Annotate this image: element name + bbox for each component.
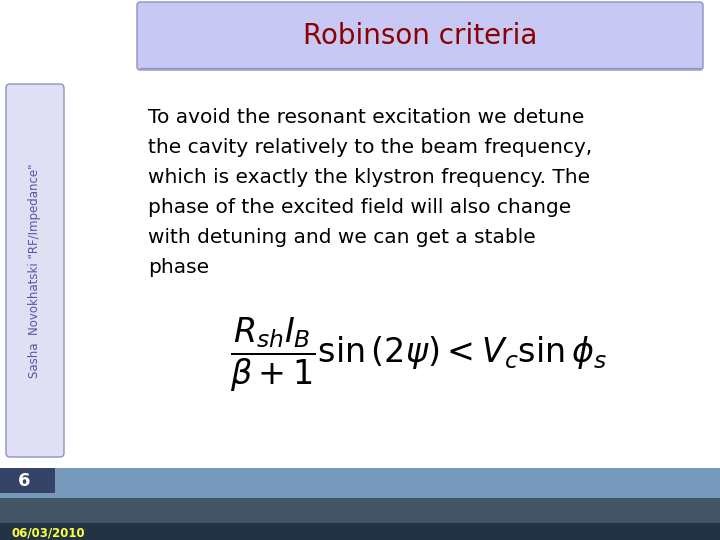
Text: with detuning and we can get a stable: with detuning and we can get a stable <box>148 228 536 247</box>
Bar <box>0 523 720 540</box>
Bar <box>0 468 720 498</box>
Text: Robinson criteria: Robinson criteria <box>303 22 537 50</box>
Bar <box>0 498 720 523</box>
Text: 6: 6 <box>18 472 30 490</box>
Text: $\dfrac{R_{sh}I_B}{\beta+1}\sin\left(2\psi\right) < V_c \sin\phi_s$: $\dfrac{R_{sh}I_B}{\beta+1}\sin\left(2\p… <box>230 316 607 394</box>
FancyBboxPatch shape <box>6 84 64 457</box>
Text: the cavity relatively to the beam frequency,: the cavity relatively to the beam freque… <box>148 138 593 157</box>
Text: Sasha  Novokhatski "RF/Impedance": Sasha Novokhatski "RF/Impedance" <box>29 163 42 378</box>
FancyBboxPatch shape <box>137 2 703 70</box>
Bar <box>0 468 55 493</box>
Text: phase: phase <box>148 258 209 277</box>
Text: phase of the excited field will also change: phase of the excited field will also cha… <box>148 198 571 217</box>
Text: 06/03/2010: 06/03/2010 <box>12 526 86 539</box>
Text: which is exactly the klystron frequency. The: which is exactly the klystron frequency.… <box>148 168 590 187</box>
Text: To avoid the resonant excitation we detune: To avoid the resonant excitation we detu… <box>148 108 585 127</box>
